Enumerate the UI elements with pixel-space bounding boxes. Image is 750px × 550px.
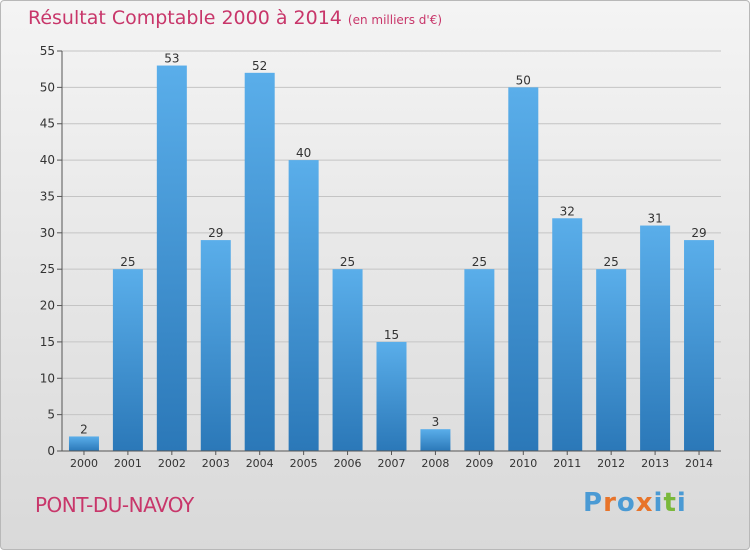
x-tick-label-2014: 2014 (685, 457, 713, 470)
data-label-2004: 52 (252, 59, 267, 73)
y-tick-label: 40 (40, 153, 55, 167)
data-label-2005: 40 (296, 146, 311, 160)
proxiti-logo[interactable]: Proxiti (583, 488, 687, 518)
x-tick-label-2010: 2010 (509, 457, 537, 470)
y-tick-label: 20 (40, 299, 55, 313)
y-tick-label: 30 (40, 226, 55, 240)
data-label-2008: 3 (432, 415, 440, 429)
bar-2010[interactable] (508, 87, 539, 451)
bar-2003[interactable] (200, 240, 231, 451)
data-label-2000: 2 (80, 422, 88, 436)
data-label-2002: 53 (164, 52, 179, 66)
bar-2013[interactable] (640, 225, 671, 451)
bar-2002[interactable] (156, 65, 187, 451)
data-label-2010: 50 (516, 73, 531, 87)
bar-2008[interactable] (420, 429, 451, 451)
logo-letter: i (676, 488, 687, 518)
x-tick-label-2008: 2008 (421, 457, 449, 470)
place-name: PONT-DU-NAVOY (35, 493, 194, 517)
data-label-2014: 29 (691, 226, 706, 240)
bar-2004[interactable] (244, 72, 275, 452)
x-tick-label-2013: 2013 (641, 457, 669, 470)
data-label-2009: 25 (472, 255, 487, 269)
x-tick-label-2009: 2009 (465, 457, 493, 470)
data-label-2003: 29 (208, 226, 223, 240)
data-label-2012: 25 (604, 255, 619, 269)
x-tick-label-2011: 2011 (553, 457, 581, 470)
x-tick-label-2005: 2005 (290, 457, 318, 470)
bar-2007[interactable] (376, 341, 407, 451)
logo-letter: r (603, 488, 617, 518)
logo-letter: o (616, 488, 636, 518)
x-tick-label-2002: 2002 (158, 457, 186, 470)
x-tick-label-2006: 2006 (334, 457, 362, 470)
x-tick-label-2012: 2012 (597, 457, 625, 470)
x-tick-label-2001: 2001 (114, 457, 142, 470)
x-tick-label-2007: 2007 (378, 457, 406, 470)
y-tick-label: 0 (47, 444, 55, 458)
data-label-2007: 15 (384, 328, 399, 342)
bar-2014[interactable] (684, 240, 715, 451)
chart-title-text: Résultat Comptable 2000 à 2014 (28, 7, 342, 29)
y-tick-label: 15 (40, 335, 55, 349)
data-label-2013: 31 (647, 212, 662, 226)
logo-letter: i (653, 488, 664, 518)
bar-2005[interactable] (288, 160, 319, 451)
y-tick-label: 25 (40, 262, 55, 276)
data-label-2001: 25 (120, 255, 135, 269)
x-tick-label-2000: 2000 (70, 457, 98, 470)
data-label-2006: 25 (340, 255, 355, 269)
bar-2006[interactable] (332, 269, 363, 451)
x-tick-label-2004: 2004 (246, 457, 274, 470)
y-tick-label: 45 (40, 117, 55, 131)
y-tick-label: 10 (40, 371, 55, 385)
logo-letter: t (663, 488, 677, 518)
chart-title: Résultat Comptable 2000 à 2014 (en millie… (28, 7, 442, 29)
y-tick-label: 50 (40, 80, 55, 94)
logo-letter: x (635, 488, 654, 518)
x-tick-label-2003: 2003 (202, 457, 230, 470)
y-tick-label: 5 (47, 408, 55, 422)
bar-2011[interactable] (552, 218, 583, 451)
chart-subtitle: (en milliers d'€) (347, 13, 443, 27)
y-tick-label: 35 (40, 189, 55, 203)
bar-2001[interactable] (112, 269, 143, 451)
bar-2012[interactable] (596, 269, 627, 451)
logo-letter: P (583, 488, 604, 518)
bar-2000[interactable] (68, 436, 99, 451)
bar-2009[interactable] (464, 269, 495, 451)
y-tick-label: 55 (40, 44, 55, 58)
data-label-2011: 32 (560, 204, 575, 218)
